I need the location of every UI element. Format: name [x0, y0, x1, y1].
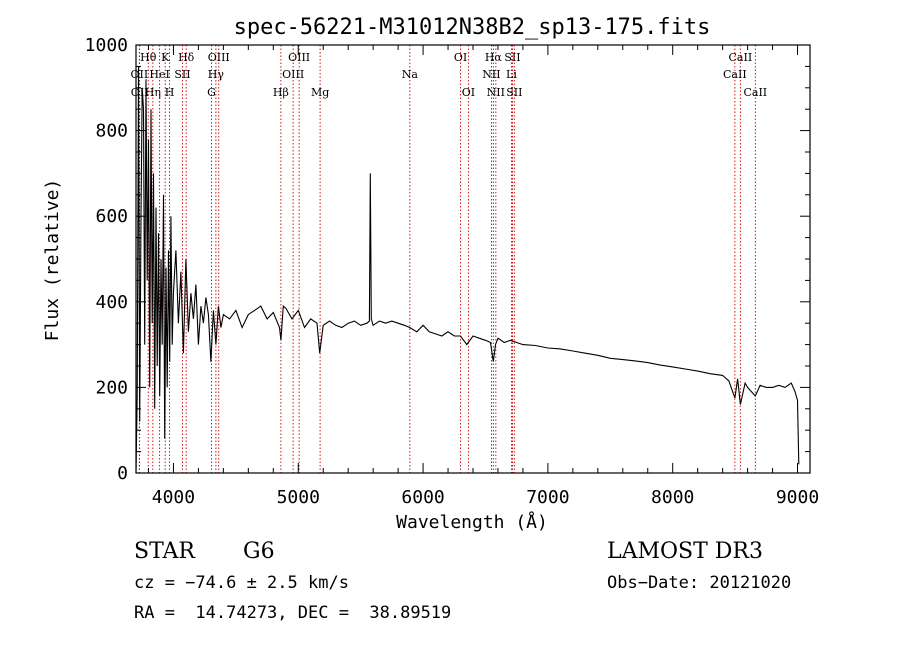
line-label: Mg [311, 86, 329, 99]
y-tick-label: 200 [95, 377, 128, 398]
line-label: OIII [282, 68, 304, 81]
line-label: NII [482, 68, 500, 81]
chart-title: spec-56221-M31012N38B2_sp13-175.fits [234, 15, 711, 40]
line-label: CaII [729, 51, 753, 64]
line-label: CaII [723, 68, 747, 81]
y-tick-label: 1000 [85, 35, 128, 56]
x-tick-label: 5000 [277, 487, 320, 508]
line-label: OI [462, 86, 475, 99]
line-label: OIII [288, 51, 310, 64]
line-label: CaII [743, 86, 767, 99]
line-label: Hδ [178, 51, 195, 64]
y-tick-label: 0 [117, 463, 128, 484]
x-tick-label: 8000 [651, 487, 694, 508]
y-axis-label: Flux (relative) [42, 179, 63, 342]
line-label: OIII [208, 51, 230, 64]
line-label: Hα [485, 51, 503, 64]
object-class: STAR [134, 539, 195, 564]
line-label: K [161, 51, 170, 64]
line-label: Hβ [273, 86, 289, 99]
line-label: SII [174, 68, 190, 81]
x-tick-label: 4000 [152, 487, 195, 508]
x-axis-label: Wavelength (Å) [396, 511, 548, 533]
line-label: G [207, 86, 216, 99]
spectrum-line [135, 66, 800, 474]
line-label: OII [131, 86, 149, 99]
redshift-text: cz = −74.6 ± 2.5 km/s [134, 573, 349, 593]
line-label: Hγ [208, 68, 225, 81]
line-label: Na [402, 68, 419, 81]
object-subclass: G6 [243, 539, 275, 564]
line-label: NII [487, 86, 505, 99]
x-tick-label: 9000 [776, 487, 819, 508]
line-label: HeI [149, 68, 169, 81]
line-label: OI [454, 51, 467, 64]
line-label: SII [506, 86, 522, 99]
x-tick-label: 6000 [401, 487, 444, 508]
y-tick-label: 400 [95, 292, 128, 313]
coordinates: RA = 14.74273, DEC = 38.89519 [134, 603, 452, 623]
line-label: Hθ [140, 51, 157, 64]
line-label: Hη [145, 86, 161, 99]
y-tick-label: 600 [95, 206, 128, 227]
y-tick-label: 800 [95, 121, 128, 142]
plot-frame [135, 44, 811, 474]
line-label: Li [506, 68, 517, 81]
survey-name: LAMOST DR3 [607, 539, 763, 564]
x-axis-ticks: 4000 5000 6000 7000 8000 9000 [147, 45, 819, 508]
x-tick-label: 7000 [526, 487, 569, 508]
y-axis-ticks: 0 200 400 600 800 1000 [85, 35, 810, 484]
line-label: H [165, 86, 175, 99]
line-label: OII [131, 68, 149, 81]
obs-date: Obs−Date: 20121020 [607, 573, 792, 593]
emission-line-markers [138, 45, 756, 473]
line-label: SII [504, 51, 520, 64]
